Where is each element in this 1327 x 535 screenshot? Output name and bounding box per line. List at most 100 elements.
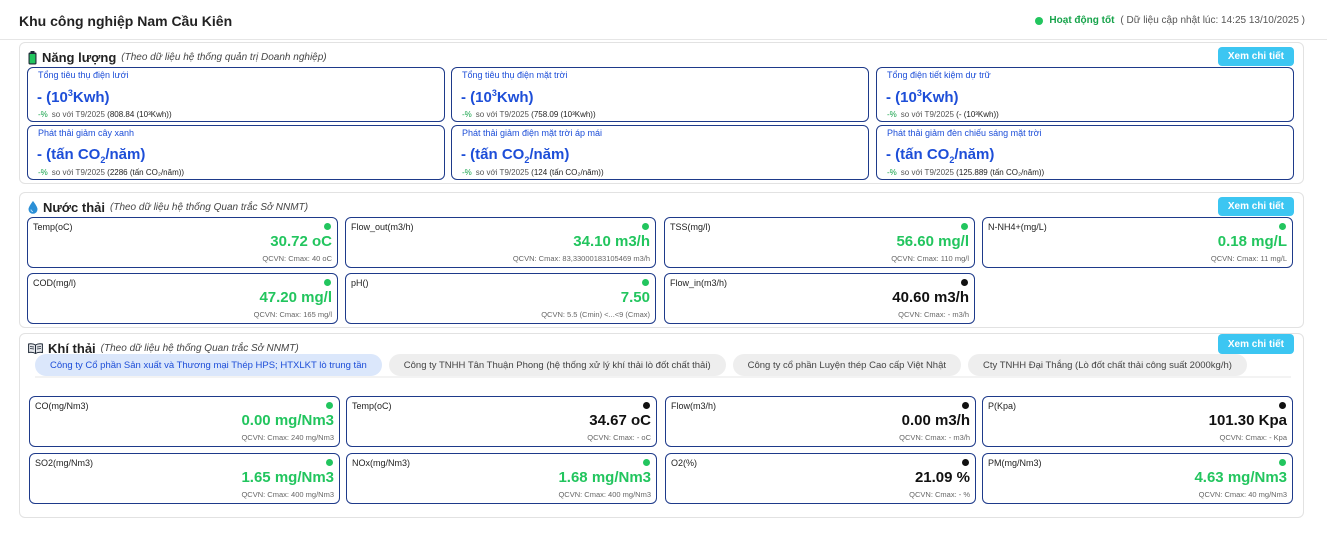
energy-detail-button[interactable]: Xem chi tiết (1217, 47, 1294, 66)
metric-value: 56.60 mg/l (896, 233, 969, 250)
change-percent: -% (462, 168, 472, 177)
company-tabs: Công ty Cổ phần Sản xuất và Thương mại T… (35, 354, 1247, 376)
metric-label: Flow_in(m3/h) (670, 278, 728, 288)
value-suffix: Kwh) (921, 89, 959, 106)
metric-card: COD(mg/l) 47.20 mg/l QCVN: Cmax: 165 mg/l (27, 273, 338, 324)
metric-limit: QCVN: Cmax: - m3/h (898, 310, 969, 319)
metric-limit: QCVN: Cmax: 400 mg/Nm3 (241, 490, 334, 499)
metric-value: 1.68 mg/Nm3 (558, 469, 651, 486)
energy-card-value: - (103Kwh) (886, 88, 959, 106)
wastewater-header: Nước thải (Theo dữ liệu hệ thống Quan tr… (28, 200, 308, 215)
metric-limit: QCVN: Cmax: - % (909, 490, 970, 499)
company-tab[interactable]: Công ty cổ phần Luyện thép Cao cấp Việt … (732, 354, 962, 376)
page-title: Khu công nghiệp Nam Cầu Kiên (19, 13, 233, 29)
metric-label: pH() (351, 278, 369, 288)
energy-title: Năng lượng (42, 50, 117, 65)
metric-limit: QCVN: Cmax: 40 mg/Nm3 (1198, 490, 1287, 499)
status-dot-icon (1279, 223, 1286, 230)
company-tab[interactable]: Cty TNHH Đại Thắng (Lò đốt chất thải côn… (968, 354, 1247, 376)
previous-value: (125.889 (tấn CO₂/năm)) (956, 168, 1045, 177)
change-percent: -% (38, 110, 48, 119)
metric-card: SO2(mg/Nm3) 1.65 mg/Nm3 QCVN: Cmax: 400 mg… (29, 453, 340, 504)
metric-label: SO2(mg/Nm3) (35, 458, 94, 468)
emission-title: Khí thải (48, 341, 96, 356)
value-subscript: 2 (524, 155, 530, 165)
energy-card-footer: -% so với T9/2025 (808.84 (10³Kwh)) (38, 110, 172, 119)
compare-label: so với T9/2025 (900, 110, 954, 119)
value-suffix: /năm) (529, 146, 570, 163)
metric-limit: QCVN: Cmax: - oC (587, 433, 651, 442)
status-dot-icon (1279, 402, 1286, 409)
metric-label: COD(mg/l) (33, 278, 76, 288)
company-tab[interactable]: Công ty Cổ phần Sản xuất và Thương mại T… (35, 354, 382, 376)
value-superscript: 3 (491, 88, 497, 98)
value-superscript: 3 (916, 88, 922, 98)
value-prefix: - (10 (886, 89, 917, 106)
previous-value: (2286 (tấn CO₂/năm)) (107, 168, 185, 177)
energy-card-value: - (tấn CO2/năm) (461, 146, 569, 165)
metric-card: P(Kpa) 101.30 Kpa QCVN: Cmax: - Kpa (982, 396, 1293, 447)
company-tab[interactable]: Công ty TNHH Tân Thuận Phong (hệ thống x… (388, 354, 726, 376)
value-subscript: 2 (949, 155, 955, 165)
metric-value: 34.67 oC (589, 412, 651, 429)
metric-card: TSS(mg/l) 56.60 mg/l QCVN: Cmax: 110 mg/l (664, 217, 975, 268)
metric-card: pH() 7.50 QCVN: 5.5 (Cmin) <...<9 (Cmax) (345, 273, 656, 324)
status-dot-icon (642, 279, 649, 286)
value-superscript: 3 (67, 88, 73, 98)
battery-icon (28, 50, 37, 64)
energy-card: Phát thải giảm điện mặt trời áp mái - (tấ… (451, 125, 869, 180)
metric-value: 40.60 m3/h (892, 289, 969, 306)
compare-label: so với T9/2025 (475, 168, 529, 177)
energy-card: Tổng điện tiết kiệm dự trữ - (103Kwh) -% so… (876, 67, 1294, 122)
status-dot-icon (1279, 459, 1286, 466)
compare-label: so với T9/2025 (51, 110, 105, 119)
metric-value: 7.50 (620, 289, 650, 306)
status-dot-icon (962, 402, 969, 409)
metric-limit: QCVN: Cmax: - m3/h (899, 433, 970, 442)
emission-detail-button[interactable]: Xem chi tiết (1217, 334, 1294, 354)
metric-card: Temp(oC) 34.67 oC QCVN: Cmax: - oC (346, 396, 657, 447)
metric-label: NOx(mg/Nm3) (352, 458, 410, 468)
metric-label: Temp(oC) (352, 401, 392, 411)
value-suffix: Kwh) (496, 89, 534, 106)
metric-limit: QCVN: Cmax: 83,33000183105469 m3/h (512, 254, 650, 263)
value-prefix: - (10 (37, 89, 68, 106)
status-dot-icon (643, 459, 650, 466)
metric-card: Flow(m3/h) 0.00 m3/h QCVN: Cmax: - m3/h (665, 396, 976, 447)
status-dot-icon (643, 402, 650, 409)
metric-limit: QCVN: Cmax: 400 mg/Nm3 (558, 490, 651, 499)
status-area: Hoạt động tốt ( Dữ liệu cập nhật lúc: 14… (1035, 15, 1305, 26)
status-dot-icon (324, 223, 331, 230)
book-icon (28, 343, 43, 354)
previous-value: (- (10³Kwh)) (956, 110, 999, 119)
metric-limit: QCVN: Cmax: 110 mg/l (891, 254, 969, 263)
metric-value: 0.18 mg/L (1217, 233, 1287, 250)
value-suffix: /năm) (105, 146, 146, 163)
metric-label: CO(mg/Nm3) (35, 401, 89, 411)
energy-card-label: Tổng điện tiết kiệm dự trữ (887, 70, 991, 80)
metric-card: NOx(mg/Nm3) 1.68 mg/Nm3 QCVN: Cmax: 400 mg… (346, 453, 657, 504)
value-prefix: - (10 (461, 89, 492, 106)
status-dot-icon (961, 279, 968, 286)
top-bar: Khu công nghiệp Nam Cầu Kiên Hoạt động t… (0, 0, 1327, 40)
energy-card-label: Phát thải giảm điện mặt trời áp mái (462, 128, 602, 138)
wastewater-title: Nước thải (43, 200, 105, 215)
status-text: Hoạt động tốt (1049, 15, 1115, 26)
metric-value: 34.10 m3/h (573, 233, 650, 250)
wastewater-detail-button[interactable]: Xem chi tiết (1217, 197, 1294, 216)
status-dot-icon (962, 459, 969, 466)
energy-subtitle: (Theo dữ liệu hệ thống quản trị Doanh ng… (121, 52, 327, 63)
compare-label: so với T9/2025 (900, 168, 954, 177)
metric-card: Flow_in(m3/h) 40.60 m3/h QCVN: Cmax: - m3/… (664, 273, 975, 324)
previous-value: (124 (tấn CO₂/năm)) (531, 168, 604, 177)
energy-card: Phát thải giảm đèn chiếu sáng mặt trời - … (876, 125, 1294, 180)
metric-value: 4.63 mg/Nm3 (1194, 469, 1287, 486)
tabs-scrollbar[interactable] (35, 376, 1291, 378)
emission-panel: Khí thải (Theo dữ liệu hệ thống Quan trắ… (19, 333, 1304, 518)
status-dot-icon (326, 459, 333, 466)
metric-card: N-NH4+(mg/L) 0.18 mg/L QCVN: Cmax: 11 mg/L (982, 217, 1293, 268)
metric-card: O2(%) 21.09 % QCVN: Cmax: - % (665, 453, 976, 504)
energy-card-value: - (tấn CO2/năm) (37, 146, 145, 165)
status-dot-icon (961, 223, 968, 230)
